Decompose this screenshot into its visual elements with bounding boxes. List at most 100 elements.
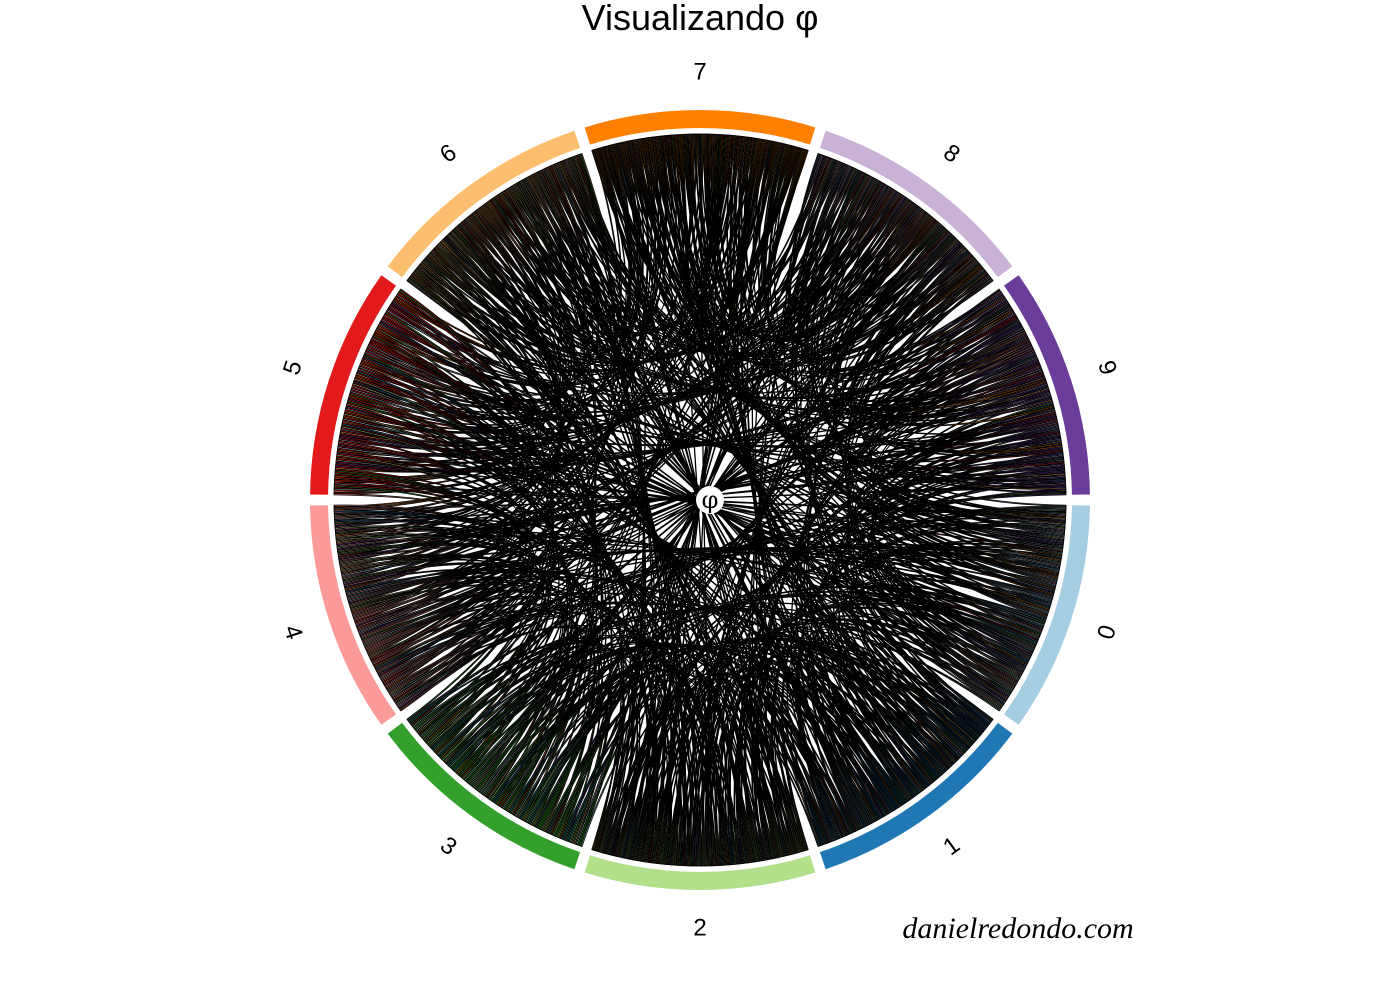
chord-ribbon [334, 144, 630, 484]
chord-ribbon [475, 209, 1055, 595]
chord-ribbon [594, 148, 805, 852]
chord-ribbon [872, 396, 1053, 631]
chord-ribbon [665, 135, 1042, 403]
chord-ribbon [344, 207, 923, 590]
chord-ribbon [360, 359, 673, 866]
chord-ribbon [430, 171, 865, 360]
chord-ribbon [386, 309, 1015, 690]
chord-ribbon [340, 557, 564, 793]
chord-ribbon [810, 607, 1029, 826]
chord-ribbon [412, 636, 823, 846]
chord-ribbon [629, 251, 971, 860]
sector-3 [387, 722, 581, 870]
sector-5 [310, 275, 397, 495]
chord-ribbon [344, 133, 698, 591]
chord-ribbon [733, 135, 872, 825]
chord-ribbon [824, 231, 952, 367]
chord-ribbon [374, 138, 764, 386]
chord-ribbon [716, 134, 911, 802]
chord-ribbon [414, 637, 829, 844]
chord-ribbon [796, 480, 1066, 843]
chord-ribbon [439, 135, 741, 760]
chord-ribbon [413, 638, 625, 852]
chord-ribbon [653, 136, 1058, 584]
chord-ribbon [501, 190, 1054, 426]
chord-ribbon [408, 634, 820, 847]
chord-ribbon [573, 155, 645, 853]
chord-ribbon [351, 194, 573, 419]
sector-2 [584, 855, 816, 890]
chord-ribbon [687, 133, 1047, 411]
chord-ribbon [870, 327, 1064, 547]
chord-ribbon [414, 607, 1006, 732]
chord-ribbon [580, 153, 645, 851]
chord-ribbon [477, 134, 677, 339]
chord-ribbon [559, 144, 792, 328]
sector-label-3: 3 [435, 831, 462, 861]
chord-ribbon [358, 137, 653, 635]
chord-ribbon [334, 457, 1065, 528]
chord-ribbon [470, 212, 948, 772]
chord-ribbon [346, 576, 721, 866]
chord-ribbon [733, 135, 1058, 435]
credit-text: danielredondo.com [902, 912, 1133, 945]
chord-ribbon [344, 407, 1051, 608]
chord-ribbon [371, 335, 658, 864]
chord-ribbon [786, 627, 1005, 846]
sector-label-2: 2 [693, 915, 706, 942]
chord-ribbon [357, 350, 1036, 633]
chord-ribbon [542, 168, 864, 829]
sector-4 [310, 505, 397, 725]
sector-label-8: 8 [938, 139, 965, 169]
chord-ribbon [710, 662, 918, 867]
chord-ribbon [430, 641, 856, 833]
chord-ribbon [333, 504, 625, 854]
chord-ribbon [808, 452, 1064, 832]
chord-ribbon [549, 165, 859, 831]
chord-ribbon [608, 673, 838, 856]
chord-ribbon [394, 147, 802, 372]
chord-ribbon [668, 237, 958, 866]
chord-ribbon [339, 434, 578, 816]
chord-ribbon [350, 214, 932, 421]
chord-ribbon [345, 403, 573, 807]
chord-ribbons [333, 133, 1067, 867]
chord-ribbon [464, 218, 1059, 580]
chord-ribbon [334, 143, 631, 481]
chord-ribbon [415, 145, 793, 733]
chord-ribbon [399, 288, 554, 726]
chord-ribbon [563, 159, 990, 366]
chord-ribbon [526, 638, 975, 824]
chord-ribbon [847, 276, 1003, 708]
chord-ribbon [845, 257, 1013, 694]
chord-ribbon [338, 237, 957, 563]
chord-ribbon [827, 596, 1038, 803]
chord-ribbon [773, 145, 1067, 489]
chord-ribbon [334, 516, 1012, 696]
sector-label-6: 6 [435, 139, 462, 169]
chord-ribbon [522, 178, 682, 866]
chord-ribbon [483, 212, 929, 797]
chord-ribbon [598, 675, 651, 853]
chord-ribbon [342, 133, 715, 581]
chart-title: Visualizando φ [582, 0, 819, 38]
chord-ribbon [718, 655, 946, 866]
chord-ribbon [754, 147, 822, 847]
chord-ribbon [844, 248, 1020, 682]
chord-ribbon [698, 133, 919, 796]
chord-ribbon [601, 489, 1067, 854]
chord-ribbon [751, 143, 839, 840]
chord-ribbon [765, 143, 984, 360]
chord-ribbon [860, 271, 1066, 480]
chord-ribbon [348, 366, 1042, 605]
chord-ribbon [817, 177, 1064, 552]
chord-ribbon [752, 139, 966, 353]
chord-ribbon [859, 269, 1065, 471]
sector-label-7: 7 [693, 59, 706, 86]
chord-ribbon [349, 575, 949, 771]
sector-label-4: 4 [278, 622, 308, 643]
chord-ribbon [871, 426, 1060, 661]
chord-ribbon [334, 143, 633, 479]
chord-ribbon [349, 391, 568, 799]
chord-ribbon [795, 163, 985, 733]
